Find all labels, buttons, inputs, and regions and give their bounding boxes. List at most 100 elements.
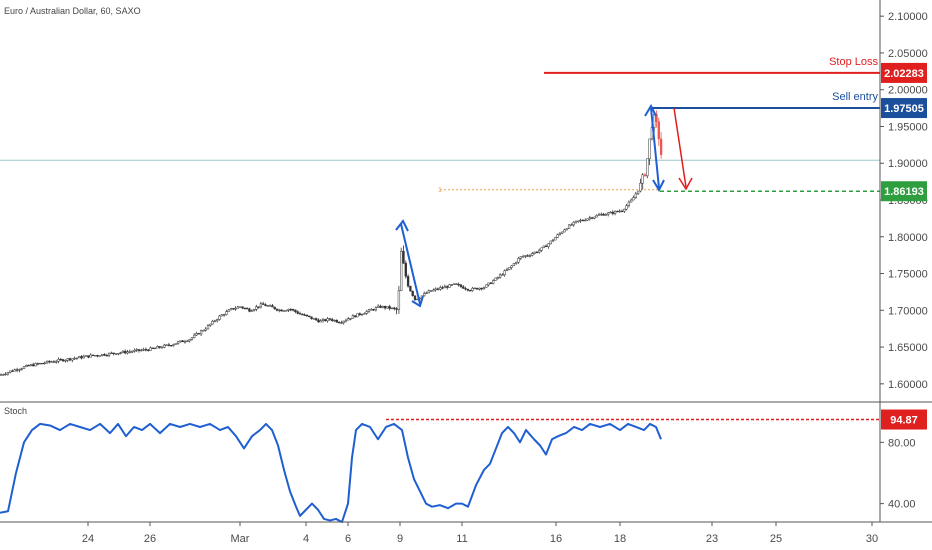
candle-body [151, 347, 154, 349]
price-tick-label: 1.95000 [888, 121, 928, 133]
candle-body [264, 304, 267, 307]
candle-body [149, 347, 152, 351]
candle-body [584, 219, 587, 222]
candle-body [41, 362, 44, 365]
candle-body [469, 290, 472, 292]
candle-body [121, 350, 125, 353]
candle-body [229, 308, 233, 311]
candle-body [604, 214, 608, 216]
price-tick-label: 1.65000 [888, 342, 928, 354]
candle-body [381, 306, 384, 308]
candle-body [20, 368, 23, 370]
price-tick-label: 2.10000 [888, 11, 928, 23]
candle-body [2, 374, 5, 376]
red-arrow [673, 107, 687, 188]
candle-body [655, 113, 658, 122]
candle-body [317, 319, 320, 323]
candle-body [340, 322, 343, 324]
candle-body [130, 351, 134, 353]
candle-body [18, 369, 21, 371]
candle-body [50, 361, 53, 363]
candle-body [657, 121, 660, 140]
candle-body [586, 218, 589, 221]
candle-body [501, 274, 504, 276]
candle-body [595, 215, 598, 218]
candle-body [600, 213, 603, 216]
candle-body [236, 306, 240, 309]
candle-body [43, 362, 46, 365]
candle-body [328, 318, 332, 320]
candle-body [351, 315, 355, 319]
candle-body [262, 303, 265, 305]
candle-body [510, 265, 513, 268]
candle-body [558, 232, 562, 235]
candle-body [61, 359, 65, 362]
candle-body [57, 359, 60, 362]
candle-body [519, 256, 522, 259]
candle-body [482, 287, 486, 289]
candle-body [579, 219, 582, 222]
time-tick-label: 25 [770, 533, 782, 545]
candle-body [443, 286, 447, 289]
candle-body [544, 245, 548, 248]
candle-body [450, 284, 453, 286]
candle-body [220, 314, 223, 317]
candle-body [464, 288, 467, 290]
time-tick-label: 26 [144, 533, 156, 545]
candle-body [183, 341, 187, 343]
candle-body [181, 340, 184, 343]
candle-body [538, 250, 541, 253]
candle-body [287, 309, 290, 311]
candle-body [27, 364, 30, 367]
candle-body [627, 201, 631, 206]
level-lines: 1 [0, 71, 880, 194]
candle-body [489, 282, 493, 284]
candle-body [570, 224, 573, 226]
candle-body [32, 364, 35, 367]
candle-body [439, 287, 442, 290]
candle-body [255, 306, 258, 310]
stop-loss-tag: 2.02283 [884, 68, 924, 80]
candle-body [547, 243, 550, 248]
candle-body [144, 349, 148, 351]
candle-body [314, 318, 318, 321]
indicator-label: Stoch [4, 406, 27, 416]
candle-body [386, 306, 389, 309]
candle-body [648, 138, 651, 160]
candle-body [82, 356, 85, 359]
target-tag: 1.86193 [884, 186, 924, 198]
candle-body [556, 234, 559, 238]
candle-body [623, 208, 626, 212]
candle-body [110, 352, 113, 355]
candle-body [597, 214, 601, 216]
candle-body [135, 349, 138, 351]
candle-body [103, 353, 106, 356]
candle-body [202, 330, 205, 332]
candle-body [13, 369, 16, 372]
candle-body [29, 364, 33, 366]
candle-body [195, 333, 198, 336]
candle-body [66, 358, 69, 361]
price-tick-label: 1.75000 [888, 269, 928, 281]
candle-body [588, 217, 591, 220]
candle-body [347, 318, 350, 321]
candle-body [324, 319, 327, 322]
candle-body [156, 346, 159, 349]
candle-body [303, 314, 306, 316]
candle-body [409, 285, 412, 292]
time-tick-label: 16 [550, 533, 562, 545]
candle-body [179, 340, 182, 343]
candle-body [535, 251, 539, 254]
candle-body [406, 276, 410, 287]
candle-body [567, 224, 571, 229]
candle-body [199, 330, 203, 335]
blue-arrow-1-head-top [395, 219, 409, 232]
candle-body [282, 310, 286, 312]
candle-body [294, 309, 297, 312]
candle-body [411, 290, 414, 296]
blue-arrow-1-head-bottom [411, 295, 424, 308]
candle-body [275, 308, 279, 311]
candle-body [413, 295, 417, 300]
candle-body [374, 307, 378, 311]
